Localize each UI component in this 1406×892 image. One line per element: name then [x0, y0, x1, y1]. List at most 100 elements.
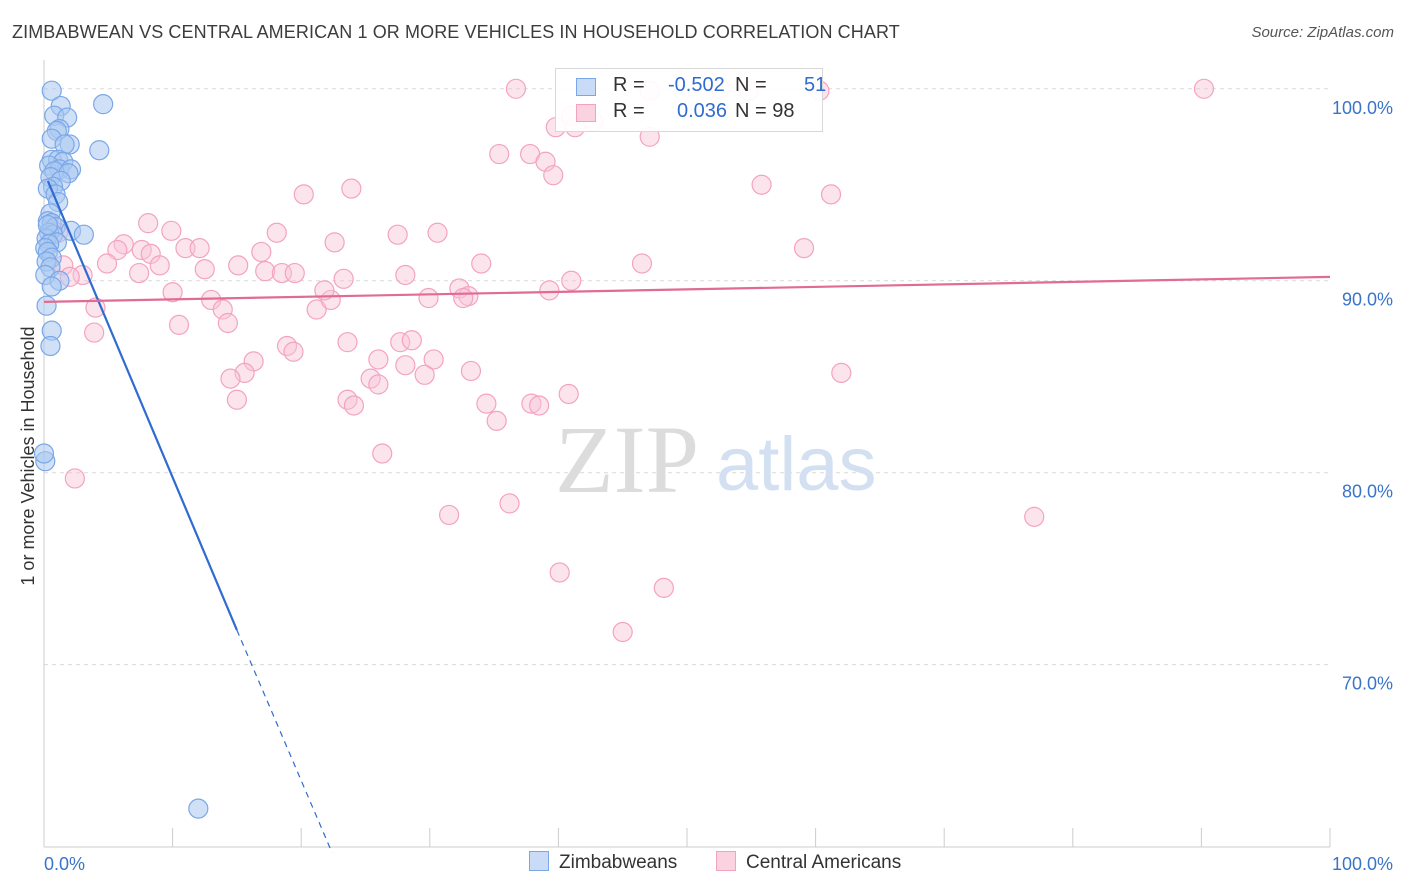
central-americans-point: [333, 268, 354, 289]
central-americans-point: [293, 184, 314, 205]
central-americans-point: [558, 383, 579, 405]
chart-source: Source: ZipAtlas.com: [1251, 24, 1394, 41]
central-americans-point: [189, 238, 210, 259]
central-americans-point: [476, 393, 497, 414]
central-americans-point: [543, 165, 564, 186]
central-americans-point: [161, 220, 182, 241]
central-americans-point: [395, 264, 416, 286]
central-americans-point: [129, 262, 150, 284]
central-americans-point: [138, 213, 159, 234]
central-americans-point: [228, 255, 249, 276]
legend-swatch-pink: [716, 851, 736, 871]
zimbabweans-point: [37, 214, 58, 236]
central-americans-point: [162, 282, 183, 303]
central-americans-point: [149, 255, 170, 276]
central-americans-point: [306, 299, 327, 320]
central-americans-point: [653, 577, 674, 598]
r-value: -0.502: [668, 74, 725, 96]
central-americans-point: [460, 360, 482, 382]
central-americans-point: [539, 280, 560, 301]
central-americans-point: [255, 261, 276, 282]
y-tick-labels: 70.0% 80.0% 90.0% 100.0%: [1332, 98, 1393, 694]
central-americans-point: [549, 562, 570, 583]
watermark: ZIP atlas: [555, 406, 877, 513]
central-americans-point: [368, 374, 389, 395]
zimbabweans-point: [41, 80, 62, 101]
central-americans-point: [505, 78, 527, 99]
central-americans-point: [401, 330, 422, 351]
central-americans-point: [175, 238, 196, 259]
trend-lines: [43, 180, 1331, 853]
central-americans-point: [324, 232, 345, 253]
central-americans-point: [314, 280, 335, 301]
central-americans-point: [793, 238, 815, 259]
central-americans-point: [831, 362, 852, 383]
central-americans-point: [212, 299, 233, 320]
x-tick-label-max: 100.0%: [1332, 854, 1393, 874]
central-americans-point: [283, 341, 304, 362]
central-americans-point: [64, 468, 85, 489]
y-tick-label: 90.0%: [1342, 290, 1393, 310]
central-americans-trend-line: [43, 275, 1331, 303]
y-tick-label: 70.0%: [1342, 674, 1393, 694]
central-americans-point: [529, 395, 550, 416]
central-americans-point: [438, 504, 460, 526]
central-americans-point: [368, 349, 389, 370]
legend-label: Central Americans: [746, 852, 902, 873]
zimbabweans-point: [188, 798, 209, 819]
central-americans-point: [631, 253, 653, 274]
zimbabweans-point: [89, 140, 110, 161]
central-americans-point: [96, 253, 118, 274]
central-americans-point: [395, 355, 416, 376]
central-americans-point: [194, 259, 215, 280]
central-americans-point: [168, 314, 190, 335]
central-americans-point: [414, 364, 435, 385]
legend-swatch-blue: [529, 851, 549, 871]
central-americans-point: [343, 395, 365, 416]
zimbabweans-point: [41, 276, 62, 297]
central-americans-point: [107, 239, 128, 261]
legend-label: Zimbabweans: [559, 852, 678, 873]
central-americans-point: [337, 332, 358, 353]
legend-swatch-pink: [576, 104, 596, 122]
legend-item-zimbabweans: Zimbabweans: [529, 851, 677, 874]
central-americans-point: [423, 349, 444, 370]
n-value: 51: [804, 74, 827, 96]
central-americans-point: [217, 312, 238, 334]
zimbabweans-trend-line: [46, 180, 238, 631]
zimbabweans-trend-extension: [236, 629, 333, 853]
zimbabweans-point: [93, 94, 114, 115]
y-tick-label: 80.0%: [1342, 482, 1393, 502]
central-americans-point: [284, 262, 305, 284]
zimbabweans-point: [73, 224, 94, 245]
central-americans-point: [113, 234, 134, 255]
y-tick-label: 100.0%: [1332, 98, 1393, 118]
central-americans-point: [337, 389, 358, 410]
central-americans-point: [276, 335, 298, 357]
y-axis-label: 1 or more Vehicles in Household: [18, 326, 38, 585]
central-americans-point: [226, 389, 247, 410]
central-americans-point: [1193, 78, 1215, 99]
central-americans-point: [220, 368, 241, 389]
central-americans-point: [372, 443, 393, 464]
zimbabweans-point: [33, 443, 55, 464]
central-americans-point: [489, 143, 510, 165]
n-label: N = 98: [735, 100, 795, 122]
central-americans-point: [266, 222, 287, 243]
legend-swatch-blue: [576, 78, 596, 96]
central-americans-point: [418, 287, 439, 309]
central-americans-point: [751, 174, 772, 195]
central-americans-point: [561, 270, 582, 291]
r-value: 0.036: [677, 100, 728, 122]
central-americans-point: [341, 178, 362, 199]
central-americans-point: [521, 393, 542, 414]
r-label: R =: [613, 100, 645, 122]
central-americans-point: [387, 224, 408, 245]
central-americans-point: [820, 184, 842, 205]
chart-title: ZIMBABWEAN VS CENTRAL AMERICAN 1 OR MORE…: [12, 22, 900, 42]
central-americans-point: [453, 287, 474, 309]
central-americans-points: [41, 78, 1215, 643]
central-americans-point: [427, 222, 448, 243]
legend-item-central-americans: Central Americans: [716, 851, 901, 874]
